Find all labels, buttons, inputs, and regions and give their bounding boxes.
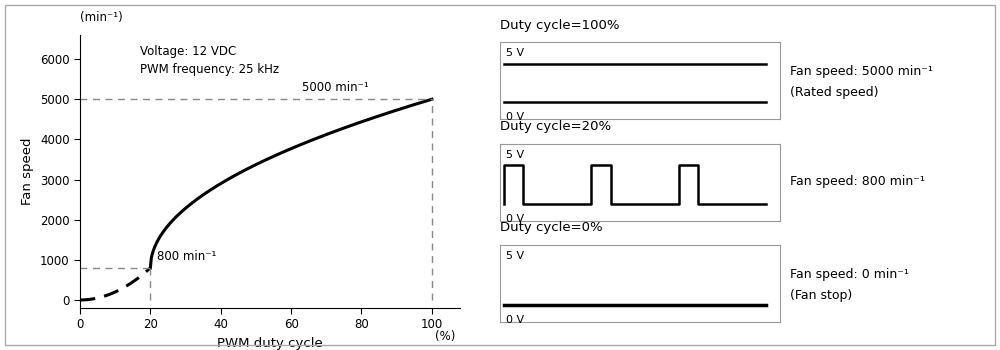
- Text: PWM frequency: 25 kHz: PWM frequency: 25 kHz: [140, 63, 279, 76]
- Text: (Fan stop): (Fan stop): [790, 289, 852, 302]
- Text: 5 V: 5 V: [506, 251, 524, 261]
- Text: 0 V: 0 V: [506, 315, 524, 325]
- X-axis label: PWM duty cycle: PWM duty cycle: [217, 337, 323, 350]
- Y-axis label: Fan speed: Fan speed: [21, 138, 34, 205]
- Text: Fan speed: 5000 min⁻¹: Fan speed: 5000 min⁻¹: [790, 65, 933, 78]
- Text: 5 V: 5 V: [506, 48, 524, 58]
- Text: 5000 min⁻¹: 5000 min⁻¹: [302, 81, 368, 94]
- Text: Fan speed: 0 min⁻¹: Fan speed: 0 min⁻¹: [790, 268, 909, 281]
- Text: 0 V: 0 V: [506, 214, 524, 224]
- Text: Duty cycle=0%: Duty cycle=0%: [500, 222, 603, 235]
- Text: (%): (%): [435, 330, 456, 343]
- Text: 800 min⁻¹: 800 min⁻¹: [157, 250, 217, 263]
- Text: Voltage: 12 VDC: Voltage: 12 VDC: [140, 45, 236, 58]
- Text: Duty cycle=20%: Duty cycle=20%: [500, 120, 611, 133]
- Text: (min⁻¹): (min⁻¹): [80, 11, 123, 24]
- Text: 0 V: 0 V: [506, 112, 524, 122]
- Text: Fan speed: 800 min⁻¹: Fan speed: 800 min⁻¹: [790, 175, 925, 189]
- Text: (Rated speed): (Rated speed): [790, 86, 879, 99]
- Text: 5 V: 5 V: [506, 150, 524, 160]
- Text: Duty cycle=100%: Duty cycle=100%: [500, 19, 620, 32]
